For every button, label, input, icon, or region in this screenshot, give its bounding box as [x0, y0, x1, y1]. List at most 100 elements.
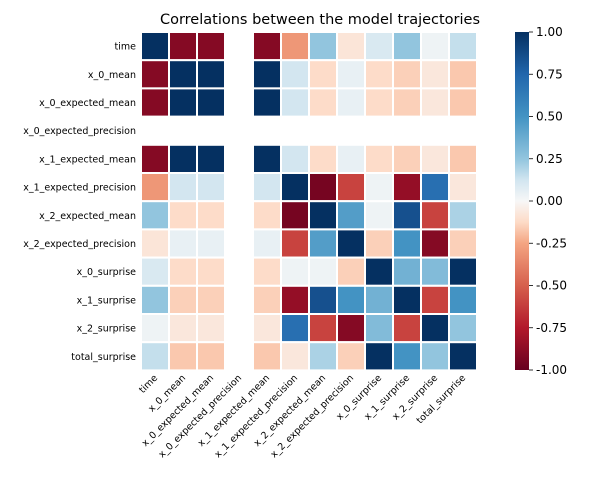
colorbar-tick-label: -0.75	[536, 321, 567, 335]
heatmap-cell	[364, 228, 394, 259]
heatmap-cell	[168, 341, 198, 372]
heatmap-cell	[420, 172, 450, 203]
heatmap-cell	[280, 228, 310, 259]
heatmap-cell	[308, 172, 338, 203]
heatmap-cell	[336, 284, 366, 315]
heatmap-cell	[252, 228, 282, 259]
heatmap-cell	[392, 256, 422, 287]
row-label: x_1_expected_mean	[39, 154, 136, 165]
heatmap-cell	[280, 284, 310, 315]
heatmap-cell	[280, 341, 310, 372]
heatmap-cell	[364, 172, 394, 203]
heatmap-cell	[140, 200, 170, 231]
heatmap-cell	[168, 59, 198, 90]
column-labels: timex_0_meanx_0_expected_meanx_0_expecte…	[137, 373, 468, 461]
row-label: x_0_expected_mean	[39, 98, 136, 109]
heatmap-cell	[168, 143, 198, 175]
heatmap-cell	[392, 172, 422, 203]
heatmap-cell	[336, 256, 366, 287]
heatmap-cell	[308, 228, 338, 259]
heatmap-cell	[336, 31, 366, 62]
heatmap-cell	[252, 313, 282, 344]
heatmap-cell	[196, 313, 226, 344]
heatmap-cell	[168, 284, 198, 315]
heatmap-cell	[196, 228, 226, 259]
colorbar-tick-label: 0.75	[536, 67, 563, 81]
heatmap-cell	[448, 341, 478, 372]
row-label: x_0_expected_precision	[23, 126, 136, 137]
heatmap-cell	[308, 143, 338, 175]
heatmap-cell	[336, 172, 366, 203]
heatmap-cell	[140, 284, 170, 315]
heatmap-cell	[252, 87, 282, 118]
heatmap-cell	[420, 313, 450, 344]
colorbar-tick-label: -0.25	[536, 236, 567, 250]
heatmap-cell	[140, 313, 170, 344]
heatmap-cell	[448, 143, 478, 175]
heatmap-cell	[280, 31, 310, 62]
heatmap-cell	[168, 87, 198, 118]
heatmap-cell	[196, 31, 226, 62]
row-label: time	[115, 42, 137, 53]
heatmap-cell	[252, 284, 282, 315]
heatmap-cell	[420, 31, 450, 62]
heatmap-cell	[252, 200, 282, 231]
heatmap-cell	[448, 31, 478, 62]
heatmap-cell	[140, 256, 170, 287]
row-label: x_0_mean	[88, 70, 136, 81]
heatmap-cell	[280, 172, 310, 203]
colorbar-tick-label: 1.00	[536, 25, 563, 39]
heatmap-cell	[308, 200, 338, 231]
heatmap-cell	[392, 228, 422, 259]
heatmap-cell	[196, 284, 226, 315]
heatmap-cell	[280, 59, 310, 90]
heatmap-cell	[364, 143, 394, 175]
heatmap-cell	[336, 200, 366, 231]
heatmap-cell	[280, 143, 310, 175]
colorbar-tick-label: -0.50	[536, 279, 567, 293]
heatmap-cell	[392, 200, 422, 231]
heatmap-cell	[196, 200, 226, 231]
colorbar: -1.00 -0.75 -0.50 -0.25 0.00 0.25 0.50 0.75 1.00	[515, 25, 567, 377]
heatmap-cell	[448, 59, 478, 90]
heatmap-cell	[336, 87, 366, 118]
column-label: time	[137, 373, 160, 396]
heatmap-cell	[392, 341, 422, 372]
heatmap-cell	[196, 143, 226, 175]
heatmap-cell	[252, 256, 282, 287]
heatmap-cell	[364, 313, 394, 344]
heatmap-cell	[280, 87, 310, 118]
heatmap-cell	[420, 256, 450, 287]
heatmap-cell	[336, 59, 366, 90]
heatmap-cell	[280, 313, 310, 344]
heatmap-cell	[280, 256, 310, 287]
heatmap-cell	[392, 143, 422, 175]
chart-title: Correlations between the model trajector…	[160, 12, 480, 28]
colorbar-tick-label: 0.25	[536, 152, 563, 166]
heatmap-cell	[196, 59, 226, 90]
heatmap-cell	[336, 313, 366, 344]
heatmap-cell	[168, 313, 198, 344]
heatmap-cell	[392, 31, 422, 62]
heatmap-cell	[448, 256, 478, 287]
heatmap-cell	[420, 59, 450, 90]
colorbar-tick-label: -1.00	[536, 363, 567, 377]
heatmap-cell	[448, 87, 478, 118]
heatmap-cell	[392, 59, 422, 90]
row-label: x_2_expected_mean	[39, 211, 136, 222]
row-label: x_0_surprise	[77, 267, 137, 278]
heatmap-cell	[420, 284, 450, 315]
heatmap-cell	[448, 172, 478, 203]
row-label: x_1_surprise	[77, 295, 137, 306]
heatmap-cell	[392, 284, 422, 315]
heatmap-cell	[392, 313, 422, 344]
heatmap-cell	[308, 313, 338, 344]
colorbar-gradient	[515, 32, 529, 370]
heatmap-cell	[252, 172, 282, 203]
heatmap-cell	[140, 228, 170, 259]
heatmap-cell	[336, 341, 366, 372]
heatmap-cell	[196, 87, 226, 118]
row-label: x_2_surprise	[77, 324, 137, 335]
heatmap-cell	[420, 200, 450, 231]
